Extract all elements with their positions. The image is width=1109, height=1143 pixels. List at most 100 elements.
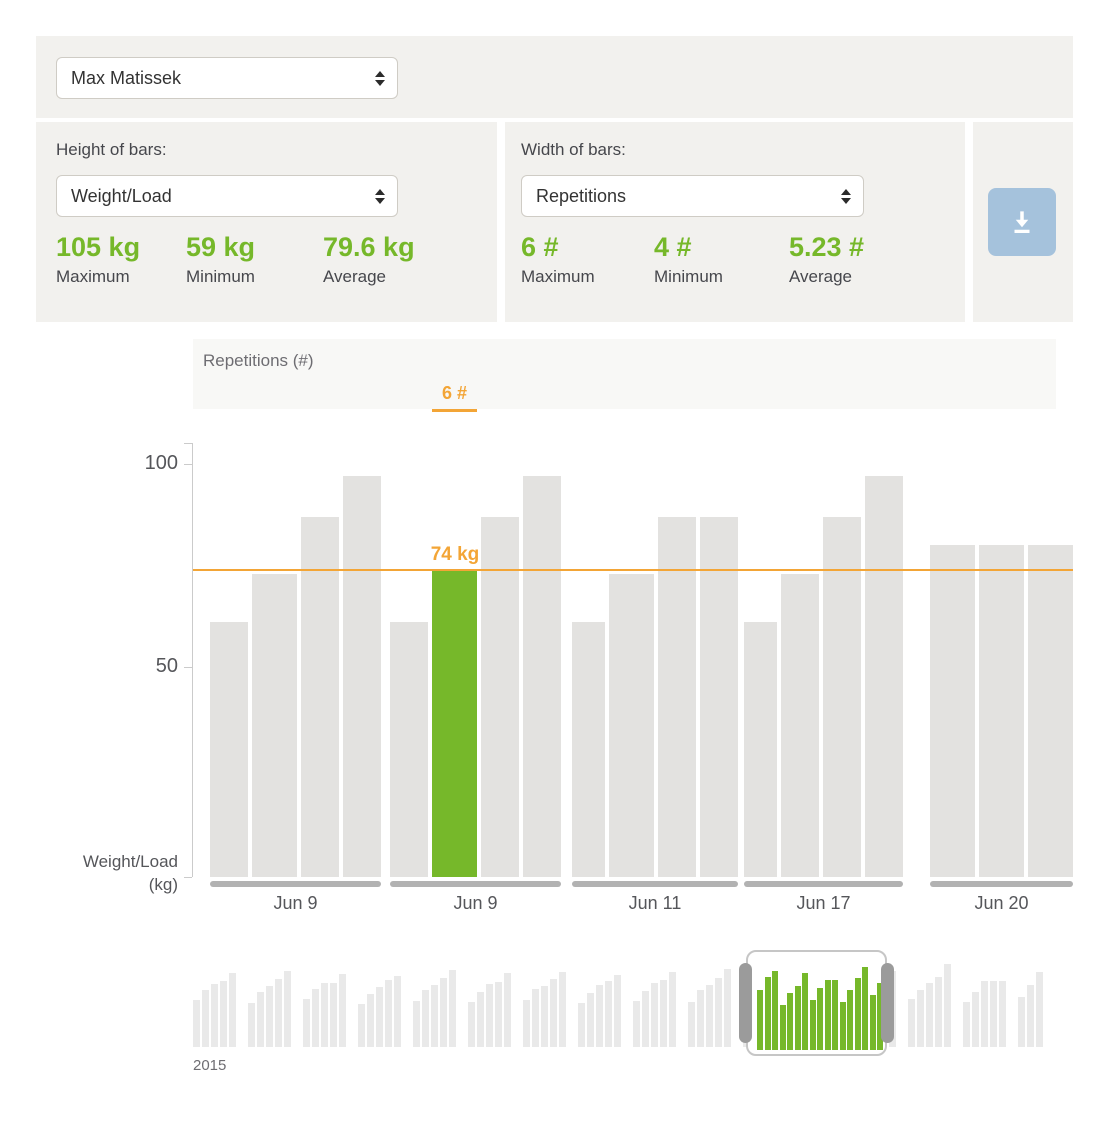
bar[interactable] bbox=[572, 622, 605, 877]
mini-bar bbox=[504, 973, 511, 1047]
mini-bar-selected bbox=[855, 978, 861, 1050]
width-metric-select[interactable]: Repetitions bbox=[521, 175, 864, 217]
brush-handle-left[interactable] bbox=[739, 963, 752, 1043]
mini-bar bbox=[468, 1002, 475, 1047]
mini-bar bbox=[660, 980, 667, 1047]
mini-bar bbox=[596, 985, 603, 1047]
bar[interactable] bbox=[781, 574, 819, 877]
stat-value: 4 # bbox=[654, 232, 692, 262]
mini-bar bbox=[642, 991, 649, 1047]
timeline-year-label: 2015 bbox=[193, 1057, 227, 1074]
player-select[interactable]: Max Matissek bbox=[56, 57, 398, 99]
mini-bar bbox=[495, 982, 502, 1047]
stat-label: Maximum bbox=[56, 267, 130, 286]
mini-bar bbox=[413, 1001, 420, 1047]
select-arrows-icon bbox=[841, 188, 851, 204]
stat-reps-minimum: 4 # Minimum bbox=[654, 232, 723, 287]
mini-bar bbox=[523, 1000, 530, 1047]
mini-bar-selected bbox=[795, 986, 801, 1050]
bar[interactable] bbox=[930, 545, 975, 877]
height-metric-select[interactable]: Weight/Load bbox=[56, 175, 398, 217]
mini-bar bbox=[917, 990, 924, 1047]
player-panel: Max Matissek bbox=[36, 36, 1073, 118]
mini-bar bbox=[193, 1000, 200, 1047]
bar[interactable] bbox=[823, 517, 861, 877]
mini-bar bbox=[312, 989, 319, 1047]
mini-bar bbox=[935, 977, 942, 1047]
stat-value: 79.6 kg bbox=[323, 232, 415, 262]
mini-bar bbox=[449, 970, 456, 1047]
mini-bar-selected bbox=[847, 990, 853, 1050]
mini-bar bbox=[229, 973, 236, 1047]
mini-bar bbox=[477, 992, 484, 1047]
y-axis-title: Weight/Load (kg) bbox=[82, 852, 178, 894]
select-arrows-icon bbox=[375, 188, 385, 204]
mini-bar bbox=[651, 983, 658, 1047]
bar[interactable] bbox=[343, 476, 381, 877]
mini-bar bbox=[944, 964, 951, 1047]
bar[interactable] bbox=[252, 574, 297, 877]
bar[interactable] bbox=[301, 517, 339, 877]
mini-bar bbox=[394, 976, 401, 1047]
mini-bar bbox=[541, 986, 548, 1047]
mini-bar-selected bbox=[840, 1002, 846, 1050]
bar[interactable] bbox=[523, 476, 561, 877]
selected-bar-reps-badge: 6 # bbox=[432, 383, 477, 412]
mini-bar-selected bbox=[877, 983, 883, 1050]
selected-bar[interactable] bbox=[432, 570, 477, 877]
mini-bar bbox=[963, 1002, 970, 1047]
mini-bar bbox=[385, 980, 392, 1047]
mini-bar bbox=[605, 981, 612, 1047]
download-panel bbox=[973, 122, 1073, 322]
mini-bar bbox=[202, 990, 209, 1047]
bar[interactable] bbox=[390, 622, 428, 877]
session-group-underline bbox=[930, 881, 1073, 887]
chart-title: Repetitions (#) bbox=[203, 351, 314, 370]
bar[interactable] bbox=[481, 517, 519, 877]
mini-bar-selected bbox=[787, 993, 793, 1050]
bar[interactable] bbox=[865, 476, 903, 877]
mini-bar bbox=[981, 981, 988, 1047]
bar[interactable] bbox=[744, 622, 777, 877]
mini-bar bbox=[248, 1003, 255, 1047]
bar[interactable] bbox=[700, 517, 738, 877]
mini-bar bbox=[330, 983, 337, 1047]
session-group-underline bbox=[390, 881, 561, 887]
stat-label: Minimum bbox=[186, 267, 255, 286]
bar[interactable] bbox=[609, 574, 654, 877]
bar[interactable] bbox=[979, 545, 1024, 877]
mini-bar bbox=[422, 990, 429, 1047]
mini-bar bbox=[303, 999, 310, 1047]
session-group-underline bbox=[572, 881, 738, 887]
stat-value: 105 kg bbox=[56, 232, 141, 262]
stat-label: Average bbox=[789, 267, 853, 286]
y-axis-tick-label: 100 bbox=[144, 452, 178, 474]
mini-bar bbox=[999, 981, 1006, 1047]
mini-bar bbox=[1018, 997, 1025, 1047]
bar[interactable] bbox=[210, 622, 248, 877]
mini-bar-selected bbox=[817, 988, 823, 1050]
session-date-label: Jun 11 bbox=[628, 893, 682, 913]
stat-reps-average: 5.23 # Average bbox=[789, 232, 864, 287]
player-select-value: Max Matissek bbox=[71, 67, 182, 88]
mini-bar-selected bbox=[870, 995, 876, 1050]
stat-reps-maximum: 6 # Maximum bbox=[521, 232, 595, 287]
y-axis-tick bbox=[184, 667, 192, 668]
bar[interactable] bbox=[658, 517, 696, 877]
mini-bar bbox=[614, 975, 621, 1047]
session-date-label: Jun 9 bbox=[453, 893, 498, 913]
mini-bar bbox=[972, 992, 979, 1047]
download-button[interactable] bbox=[988, 188, 1056, 256]
brush-handle-right[interactable] bbox=[881, 963, 894, 1043]
mini-bar bbox=[367, 994, 374, 1047]
mini-bar-selected bbox=[825, 980, 831, 1050]
threshold-label: 74 kg bbox=[430, 544, 480, 565]
session-date-label: Jun 20 bbox=[974, 893, 1029, 913]
bar[interactable] bbox=[1028, 545, 1073, 877]
mini-bar bbox=[559, 972, 566, 1047]
mini-bar bbox=[275, 979, 282, 1047]
mini-bar bbox=[321, 983, 328, 1047]
